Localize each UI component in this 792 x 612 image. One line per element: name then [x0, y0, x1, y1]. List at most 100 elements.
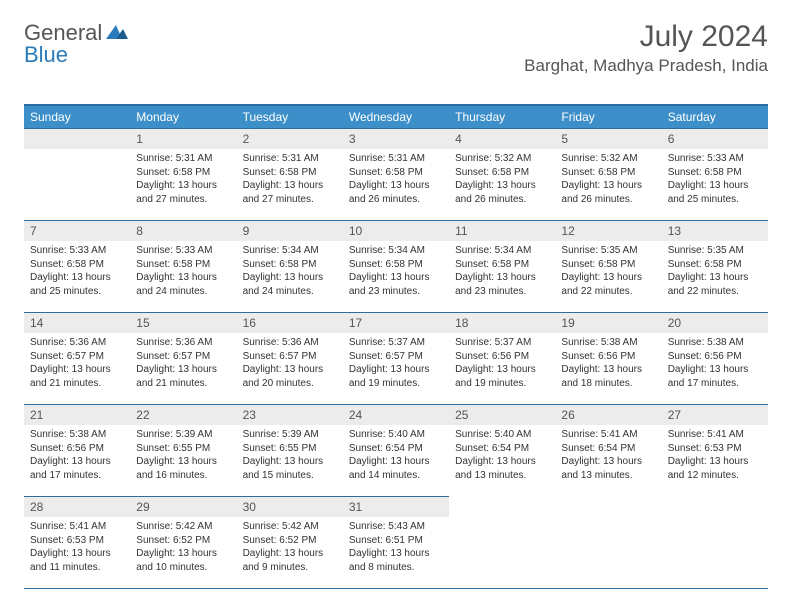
- sunset-line: Sunset: 6:53 PM: [30, 534, 124, 548]
- sunrise-line: Sunrise: 5:34 AM: [455, 244, 549, 258]
- day-details: Sunrise: 5:42 AMSunset: 6:52 PMDaylight:…: [237, 517, 343, 580]
- weekday-header: Tuesday: [237, 105, 343, 129]
- sunset-line: Sunset: 6:52 PM: [243, 534, 337, 548]
- weekday-header: Saturday: [662, 105, 768, 129]
- sunrise-line: Sunrise: 5:38 AM: [668, 336, 762, 350]
- daylight-line: Daylight: 13 hours and 13 minutes.: [561, 455, 655, 482]
- sunset-line: Sunset: 6:53 PM: [668, 442, 762, 456]
- sunset-line: Sunset: 6:54 PM: [455, 442, 549, 456]
- day-number: 4: [449, 129, 555, 149]
- calendar-cell: 9Sunrise: 5:34 AMSunset: 6:58 PMDaylight…: [237, 221, 343, 313]
- daylight-line: Daylight: 13 hours and 15 minutes.: [243, 455, 337, 482]
- day-number: 23: [237, 405, 343, 425]
- weekday-header: Sunday: [24, 105, 130, 129]
- calendar-row: 14Sunrise: 5:36 AMSunset: 6:57 PMDayligh…: [24, 313, 768, 405]
- calendar-cell: 19Sunrise: 5:38 AMSunset: 6:56 PMDayligh…: [555, 313, 661, 405]
- calendar-body: 1Sunrise: 5:31 AMSunset: 6:58 PMDaylight…: [24, 129, 768, 589]
- calendar-cell: [24, 129, 130, 221]
- calendar-cell: [555, 497, 661, 589]
- calendar-cell: 22Sunrise: 5:39 AMSunset: 6:55 PMDayligh…: [130, 405, 236, 497]
- sunset-line: Sunset: 6:55 PM: [243, 442, 337, 456]
- calendar-cell: 12Sunrise: 5:35 AMSunset: 6:58 PMDayligh…: [555, 221, 661, 313]
- weekday-header: Wednesday: [343, 105, 449, 129]
- calendar-cell: 17Sunrise: 5:37 AMSunset: 6:57 PMDayligh…: [343, 313, 449, 405]
- daylight-line: Daylight: 13 hours and 23 minutes.: [455, 271, 549, 298]
- daylight-line: Daylight: 13 hours and 17 minutes.: [30, 455, 124, 482]
- sunset-line: Sunset: 6:57 PM: [30, 350, 124, 364]
- weekday-header-row: SundayMondayTuesdayWednesdayThursdayFrid…: [24, 105, 768, 129]
- sunrise-line: Sunrise: 5:33 AM: [136, 244, 230, 258]
- day-details: Sunrise: 5:37 AMSunset: 6:57 PMDaylight:…: [343, 333, 449, 396]
- daylight-line: Daylight: 13 hours and 19 minutes.: [349, 363, 443, 390]
- day-number: 30: [237, 497, 343, 517]
- day-number: 21: [24, 405, 130, 425]
- day-details: Sunrise: 5:36 AMSunset: 6:57 PMDaylight:…: [237, 333, 343, 396]
- day-number: 18: [449, 313, 555, 333]
- day-number: 13: [662, 221, 768, 241]
- logo-triangle-icon: [106, 23, 128, 44]
- sunset-line: Sunset: 6:54 PM: [349, 442, 443, 456]
- calendar-cell: 18Sunrise: 5:37 AMSunset: 6:56 PMDayligh…: [449, 313, 555, 405]
- sunset-line: Sunset: 6:58 PM: [455, 166, 549, 180]
- sunset-line: Sunset: 6:58 PM: [561, 258, 655, 272]
- sunrise-line: Sunrise: 5:38 AM: [30, 428, 124, 442]
- day-number: 15: [130, 313, 236, 333]
- day-details: Sunrise: 5:43 AMSunset: 6:51 PMDaylight:…: [343, 517, 449, 580]
- day-number: 27: [662, 405, 768, 425]
- sunrise-line: Sunrise: 5:37 AM: [349, 336, 443, 350]
- weekday-header: Friday: [555, 105, 661, 129]
- daylight-line: Daylight: 13 hours and 14 minutes.: [349, 455, 443, 482]
- weekday-header: Thursday: [449, 105, 555, 129]
- day-number: 14: [24, 313, 130, 333]
- calendar-cell: 24Sunrise: 5:40 AMSunset: 6:54 PMDayligh…: [343, 405, 449, 497]
- sunset-line: Sunset: 6:54 PM: [561, 442, 655, 456]
- sunset-line: Sunset: 6:58 PM: [243, 258, 337, 272]
- day-number: 17: [343, 313, 449, 333]
- day-details: Sunrise: 5:41 AMSunset: 6:53 PMDaylight:…: [24, 517, 130, 580]
- sunset-line: Sunset: 6:58 PM: [136, 258, 230, 272]
- sunrise-line: Sunrise: 5:36 AM: [136, 336, 230, 350]
- day-details: Sunrise: 5:31 AMSunset: 6:58 PMDaylight:…: [130, 149, 236, 212]
- sunset-line: Sunset: 6:52 PM: [136, 534, 230, 548]
- daylight-line: Daylight: 13 hours and 24 minutes.: [136, 271, 230, 298]
- daylight-line: Daylight: 13 hours and 25 minutes.: [30, 271, 124, 298]
- day-number: 1: [130, 129, 236, 149]
- sunrise-line: Sunrise: 5:43 AM: [349, 520, 443, 534]
- calendar-cell: 11Sunrise: 5:34 AMSunset: 6:58 PMDayligh…: [449, 221, 555, 313]
- sunrise-line: Sunrise: 5:32 AM: [561, 152, 655, 166]
- calendar-row: 1Sunrise: 5:31 AMSunset: 6:58 PMDaylight…: [24, 129, 768, 221]
- day-number: 25: [449, 405, 555, 425]
- day-details: Sunrise: 5:41 AMSunset: 6:53 PMDaylight:…: [662, 425, 768, 488]
- sunrise-line: Sunrise: 5:42 AM: [243, 520, 337, 534]
- calendar-cell: 20Sunrise: 5:38 AMSunset: 6:56 PMDayligh…: [662, 313, 768, 405]
- calendar-cell: 25Sunrise: 5:40 AMSunset: 6:54 PMDayligh…: [449, 405, 555, 497]
- calendar-cell: 26Sunrise: 5:41 AMSunset: 6:54 PMDayligh…: [555, 405, 661, 497]
- day-details: Sunrise: 5:42 AMSunset: 6:52 PMDaylight:…: [130, 517, 236, 580]
- day-details: Sunrise: 5:34 AMSunset: 6:58 PMDaylight:…: [449, 241, 555, 304]
- calendar-cell: 31Sunrise: 5:43 AMSunset: 6:51 PMDayligh…: [343, 497, 449, 589]
- calendar-cell: 8 Sunrise: 5:33 AMSunset: 6:58 PMDaylight…: [130, 221, 236, 313]
- daylight-line: Daylight: 13 hours and 21 minutes.: [30, 363, 124, 390]
- daylight-line: Daylight: 13 hours and 11 minutes.: [30, 547, 124, 574]
- day-details: Sunrise: 5:35 AMSunset: 6:58 PMDaylight:…: [662, 241, 768, 304]
- calendar-row: 21Sunrise: 5:38 AMSunset: 6:56 PMDayligh…: [24, 405, 768, 497]
- day-details: Sunrise: 5:37 AMSunset: 6:56 PMDaylight:…: [449, 333, 555, 396]
- sunrise-line: Sunrise: 5:34 AM: [243, 244, 337, 258]
- day-number: 31: [343, 497, 449, 517]
- sunrise-line: Sunrise: 5:37 AM: [455, 336, 549, 350]
- weekday-header: Monday: [130, 105, 236, 129]
- sunrise-line: Sunrise: 5:31 AM: [349, 152, 443, 166]
- location: Barghat, Madhya Pradesh, India: [524, 56, 768, 76]
- calendar-row: 28Sunrise: 5:41 AMSunset: 6:53 PMDayligh…: [24, 497, 768, 589]
- calendar-cell: 2Sunrise: 5:31 AMSunset: 6:58 PMDaylight…: [237, 129, 343, 221]
- daylight-line: Daylight: 13 hours and 9 minutes.: [243, 547, 337, 574]
- day-number: 8: [130, 221, 236, 241]
- daylight-line: Daylight: 13 hours and 20 minutes.: [243, 363, 337, 390]
- sunset-line: Sunset: 6:58 PM: [349, 166, 443, 180]
- calendar-cell: [449, 497, 555, 589]
- day-number: 19: [555, 313, 661, 333]
- day-number: 29: [130, 497, 236, 517]
- calendar-cell: 21Sunrise: 5:38 AMSunset: 6:56 PMDayligh…: [24, 405, 130, 497]
- sunrise-line: Sunrise: 5:35 AM: [561, 244, 655, 258]
- day-details: Sunrise: 5:39 AMSunset: 6:55 PMDaylight:…: [130, 425, 236, 488]
